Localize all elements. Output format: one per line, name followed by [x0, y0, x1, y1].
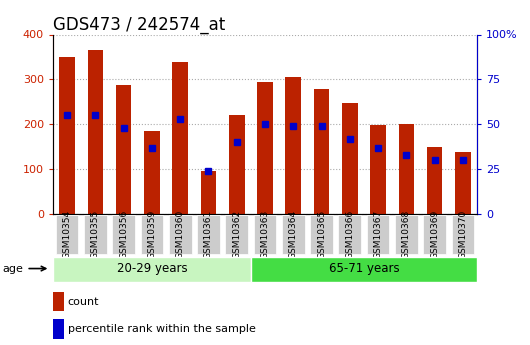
FancyBboxPatch shape: [169, 215, 191, 255]
Text: GSM10362: GSM10362: [232, 210, 241, 259]
FancyBboxPatch shape: [251, 257, 477, 282]
FancyBboxPatch shape: [53, 257, 251, 282]
FancyBboxPatch shape: [339, 215, 361, 255]
Text: GSM10367: GSM10367: [374, 210, 383, 259]
FancyBboxPatch shape: [140, 215, 163, 255]
FancyBboxPatch shape: [282, 215, 305, 255]
Text: GSM10365: GSM10365: [317, 210, 326, 259]
FancyBboxPatch shape: [197, 215, 220, 255]
FancyBboxPatch shape: [112, 215, 135, 255]
FancyBboxPatch shape: [395, 215, 418, 255]
Bar: [399, 124, 414, 214]
Bar: [53, 319, 64, 339]
Text: percentile rank within the sample: percentile rank within the sample: [68, 324, 255, 334]
Text: GSM10368: GSM10368: [402, 210, 411, 259]
Text: GSM10369: GSM10369: [430, 210, 439, 259]
FancyBboxPatch shape: [423, 215, 446, 255]
FancyBboxPatch shape: [367, 215, 390, 255]
Bar: [201, 171, 216, 214]
Bar: [59, 57, 75, 214]
Bar: [427, 147, 443, 214]
Bar: [53, 292, 64, 311]
Text: GSM10355: GSM10355: [91, 210, 100, 259]
Text: GSM10354: GSM10354: [63, 210, 72, 259]
Bar: [87, 50, 103, 214]
Text: GSM10359: GSM10359: [147, 210, 156, 259]
Text: GSM10360: GSM10360: [176, 210, 184, 259]
Bar: [229, 115, 244, 214]
Bar: [314, 89, 329, 214]
Text: 20-29 years: 20-29 years: [117, 262, 187, 275]
FancyBboxPatch shape: [84, 215, 107, 255]
Text: GSM10364: GSM10364: [289, 210, 298, 259]
Bar: [144, 131, 160, 214]
Bar: [342, 103, 358, 214]
Text: GSM10356: GSM10356: [119, 210, 128, 259]
Text: GSM10363: GSM10363: [261, 210, 269, 259]
Bar: [257, 82, 273, 214]
FancyBboxPatch shape: [225, 215, 248, 255]
Bar: [370, 125, 386, 214]
Text: GSM10361: GSM10361: [204, 210, 213, 259]
FancyBboxPatch shape: [452, 215, 474, 255]
Bar: [116, 85, 131, 214]
Text: 65-71 years: 65-71 years: [329, 262, 399, 275]
Text: GSM10370: GSM10370: [458, 210, 467, 259]
Bar: [286, 77, 301, 214]
FancyBboxPatch shape: [310, 215, 333, 255]
Bar: [455, 152, 471, 214]
Bar: [172, 62, 188, 214]
FancyBboxPatch shape: [254, 215, 276, 255]
Text: age: age: [3, 264, 46, 274]
Text: count: count: [68, 297, 99, 307]
Text: GDS473 / 242574_at: GDS473 / 242574_at: [53, 17, 225, 34]
FancyBboxPatch shape: [56, 215, 78, 255]
Text: GSM10366: GSM10366: [346, 210, 354, 259]
